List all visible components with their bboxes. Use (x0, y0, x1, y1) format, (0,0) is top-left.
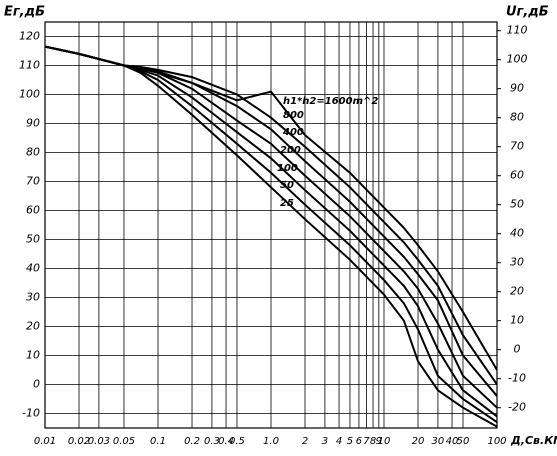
curve-label: 200 (280, 145, 301, 156)
y2-tick-label: 110 (507, 24, 528, 37)
x-tick-label: 1.0 (263, 436, 279, 447)
x-tick-label: 40 (446, 436, 459, 447)
curve-label: h1*h2=1600m^2 (283, 96, 378, 107)
y-tick-label: 0 (33, 378, 40, 391)
x-tick-label: 0.02 (68, 436, 90, 447)
y-tick-label: 10 (26, 349, 40, 362)
y2-tick-label: 70 (510, 140, 524, 153)
x-tick-label: 0.3 (204, 436, 220, 447)
y-tick-label: 90 (26, 117, 40, 130)
y-tick-label: -10 (22, 407, 40, 420)
x-tick-label: 9 (376, 436, 382, 447)
x-tick-label: 0.05 (113, 436, 135, 447)
curve-label: 50 (280, 180, 294, 191)
x-tick-label: 10 (378, 436, 391, 447)
curve-label: 800 (283, 110, 304, 121)
y-tick-label: 80 (26, 146, 40, 159)
y2-tick-label: 30 (510, 256, 524, 269)
y2-tick-label: 90 (510, 82, 524, 95)
x-tick-label: 0.5 (229, 436, 245, 447)
x-tick-label: 0.03 (88, 436, 110, 447)
x-axis-label: Д,Св.КМ (510, 434, 557, 447)
y2-tick-label: 60 (510, 169, 524, 182)
y-tick-label: 40 (26, 262, 40, 275)
curve (45, 45, 497, 428)
x-tick-label: 20 (412, 436, 425, 447)
y2-tick-label: 10 (510, 314, 524, 327)
x-tick-label: 8 (370, 436, 376, 447)
curve-label: 25 (280, 198, 294, 209)
y-tick-label: 30 (26, 291, 40, 304)
y2-tick-label: 0 (514, 343, 521, 356)
x-tick-label: 50 (457, 436, 470, 447)
y2-tick-label: 40 (510, 227, 524, 240)
y-tick-label: 70 (26, 175, 40, 188)
x-tick-label: 100 (487, 436, 506, 447)
x-tick-label: 7 (363, 436, 370, 447)
x-tick-label: 3 (322, 436, 328, 447)
y2-tick-label: -10 (508, 372, 526, 385)
y-tick-label: 60 (26, 204, 40, 217)
x-tick-label: 0.1 (150, 436, 166, 447)
y-tick-label: 100 (19, 88, 40, 101)
x-tick-label: 4 (336, 436, 342, 447)
x-tick-label: 6 (356, 436, 362, 447)
y2-tick-label: 80 (510, 111, 524, 124)
y2-tick-label: 20 (510, 285, 524, 298)
y-tick-label: 110 (19, 59, 40, 72)
y2-tick-label: 50 (510, 198, 524, 211)
y2-tick-label: 100 (507, 53, 528, 66)
x-tick-label: 0.4 (218, 436, 234, 447)
y-axis-label: Eг,дБ (4, 5, 45, 20)
curve-label: 400 (282, 127, 304, 138)
x-tick-label: 2 (302, 436, 308, 447)
x-tick-label: 0.01 (34, 436, 56, 447)
y2-axis-label: Uг,дБ (506, 5, 549, 20)
curve-label: 100 (277, 163, 298, 174)
y2-tick-label: -20 (508, 401, 526, 414)
y-tick-label: 50 (26, 233, 40, 246)
x-tick-label: 5 (347, 436, 353, 447)
x-tick-label: 30 (432, 436, 445, 447)
y-tick-label: 120 (19, 30, 40, 43)
y-tick-label: 20 (26, 320, 40, 333)
x-tick-label: 0.2 (184, 436, 200, 447)
